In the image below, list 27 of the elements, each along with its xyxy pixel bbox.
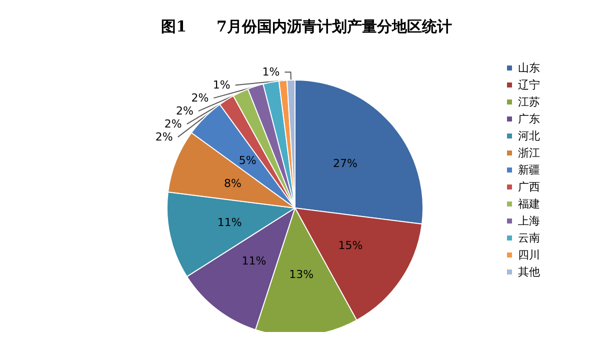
data-label: 11% [217, 216, 242, 230]
legend-label: 浙江 [518, 146, 540, 160]
legend-label: 广西 [518, 180, 540, 194]
legend-label: 山东 [518, 62, 540, 74]
legend-label: 河北 [518, 130, 540, 142]
legend-label: 辽宁 [518, 78, 540, 92]
legend-label: 江苏 [518, 96, 540, 108]
data-label: 2% [176, 104, 194, 118]
data-label: 2% [164, 118, 182, 131]
data-label: 5% [238, 154, 256, 168]
legend-label: 福建 [518, 198, 540, 210]
legend-label: 新疆 [518, 164, 540, 176]
data-label: 1% [262, 66, 280, 79]
chart-title: 图1 7月份国内沥青计划产量分地区统计 [161, 18, 452, 36]
legend-label: 其他 [518, 266, 540, 278]
data-label: 27% [333, 157, 358, 170]
data-label: 1% [212, 78, 230, 92]
data-label: 13% [289, 268, 314, 282]
legend-label: 云南 [518, 232, 540, 244]
data-label: 11% [242, 254, 266, 268]
data-label: 15% [338, 239, 363, 252]
data-label: 2% [191, 92, 209, 105]
legend-label: 广东 [518, 112, 540, 126]
legend-label: 上海 [518, 214, 540, 228]
legend-label: 四川 [518, 248, 540, 262]
data-label: 2% [155, 130, 173, 144]
data-label: 8% [224, 176, 242, 190]
